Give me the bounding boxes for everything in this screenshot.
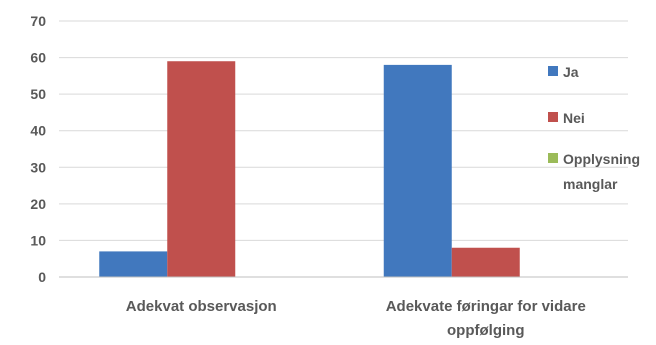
x-category-label: oppfølging xyxy=(447,322,524,339)
y-tick-label: 40 xyxy=(30,123,46,139)
legend-label: manglar xyxy=(563,176,618,192)
axes: 0 10 20 30 40 50 60 70 Adekvat observasjon Adekva… xyxy=(30,13,628,339)
legend-label: Opplysning xyxy=(563,151,640,167)
legend-swatch xyxy=(548,153,558,163)
y-tick-label: 10 xyxy=(30,232,46,248)
legend-label: Ja xyxy=(563,64,579,80)
x-category-label: Adekvate føringar for vidare xyxy=(386,298,586,315)
legend: Ja Nei Opplysning manglar xyxy=(548,64,640,192)
bar-nei xyxy=(167,61,236,277)
y-tick-label: 20 xyxy=(30,196,46,212)
bar-ja xyxy=(383,64,452,277)
bar-ja xyxy=(99,251,168,277)
legend-label: Nei xyxy=(563,110,585,126)
gridlines xyxy=(59,20,628,241)
y-tick-label: 50 xyxy=(30,86,46,102)
x-category-label: Adekvat observasjon xyxy=(126,298,277,315)
bars xyxy=(99,61,520,277)
legend-swatch xyxy=(548,66,558,76)
legend-swatch xyxy=(548,112,558,122)
bar-nei xyxy=(451,247,520,277)
y-tick-label: 30 xyxy=(30,159,46,175)
y-tick-label: 70 xyxy=(30,13,46,29)
y-tick-label: 0 xyxy=(38,269,46,285)
y-tick-label: 60 xyxy=(30,50,46,66)
